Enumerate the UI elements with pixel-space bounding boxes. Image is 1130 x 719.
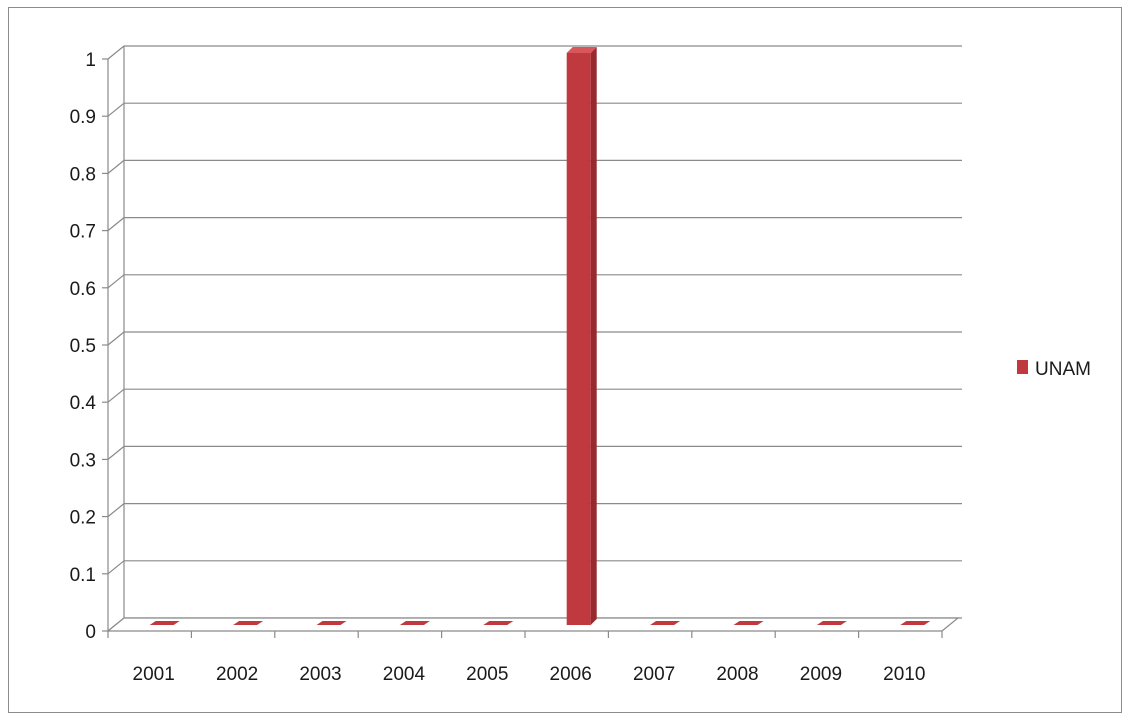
gridline-side — [107, 45, 125, 60]
y-tick-label: 0 — [85, 622, 96, 643]
x-tick-labels: 2001 2002 2003 2004 2005 2006 2007 2008 2009 2010 — [133, 664, 926, 685]
bar — [816, 621, 847, 625]
x-tick-label: 2003 — [299, 664, 341, 685]
y-tick-label: 0.4 — [70, 393, 97, 414]
y-tick-label: 0.9 — [70, 107, 96, 128]
y-tick-labels: 0 0.1 0.2 0.3 0.4 0.5 0.6 0.7 0.8 0.9 1 — [70, 50, 97, 643]
x-tick-label: 2008 — [716, 664, 758, 685]
legend-label-unam: UNAM — [1035, 359, 1091, 380]
bar — [399, 621, 430, 625]
gridline-side — [107, 159, 125, 174]
x-tick-label: 2004 — [383, 664, 426, 685]
y-tick-label: 0.2 — [70, 508, 96, 529]
x-tick-label: 2009 — [800, 664, 842, 685]
gridline-side — [107, 217, 125, 232]
bar-flat — [399, 621, 430, 625]
y-tick-label: 0.8 — [70, 164, 96, 185]
x-tick-label: 2002 — [216, 664, 258, 685]
x-tick-label: 2005 — [466, 664, 508, 685]
y-tick-label: 0.6 — [70, 279, 96, 300]
bar-flat — [816, 621, 847, 625]
legend-swatch-unam — [1017, 360, 1028, 374]
bar-side — [590, 47, 597, 625]
axes — [102, 46, 960, 638]
bar-flat — [149, 621, 180, 625]
x-tick-label: 2006 — [550, 664, 592, 685]
bar — [149, 621, 180, 625]
bar — [733, 621, 764, 625]
bar — [650, 621, 681, 625]
gridline-side — [107, 388, 125, 403]
y-tick-label: 1 — [85, 50, 96, 71]
bar — [233, 621, 264, 625]
bar — [316, 621, 347, 625]
y-tick-label: 0.1 — [70, 565, 96, 586]
bar-flat — [233, 621, 264, 625]
bar-flat — [316, 621, 347, 625]
chart-frame — [8, 7, 1122, 713]
gridline-side — [107, 102, 125, 117]
gridline-side — [107, 445, 125, 460]
y-tick-label: 0.7 — [70, 222, 96, 243]
gridline-side — [107, 331, 125, 346]
bars — [149, 47, 931, 625]
bar — [900, 621, 931, 625]
gridline-side — [107, 274, 125, 289]
bar-flat — [650, 621, 681, 625]
bar — [483, 621, 514, 625]
bar-flat — [900, 621, 931, 625]
legend: UNAM — [1017, 359, 1091, 380]
y-tick-label: 0.3 — [70, 450, 96, 471]
bar-flat — [483, 621, 514, 625]
x-tick-label: 2001 — [133, 664, 175, 685]
bar — [566, 47, 597, 625]
x-tick-label: 2007 — [633, 664, 675, 685]
gridline-side — [107, 560, 125, 575]
bar-front — [566, 53, 591, 625]
x-tick-label: 2010 — [883, 664, 925, 685]
bar-top — [566, 47, 597, 53]
gridline-side — [107, 503, 125, 518]
bar-flat — [733, 621, 764, 625]
y-tick-label: 0.5 — [70, 336, 96, 357]
gridlines — [107, 45, 962, 632]
